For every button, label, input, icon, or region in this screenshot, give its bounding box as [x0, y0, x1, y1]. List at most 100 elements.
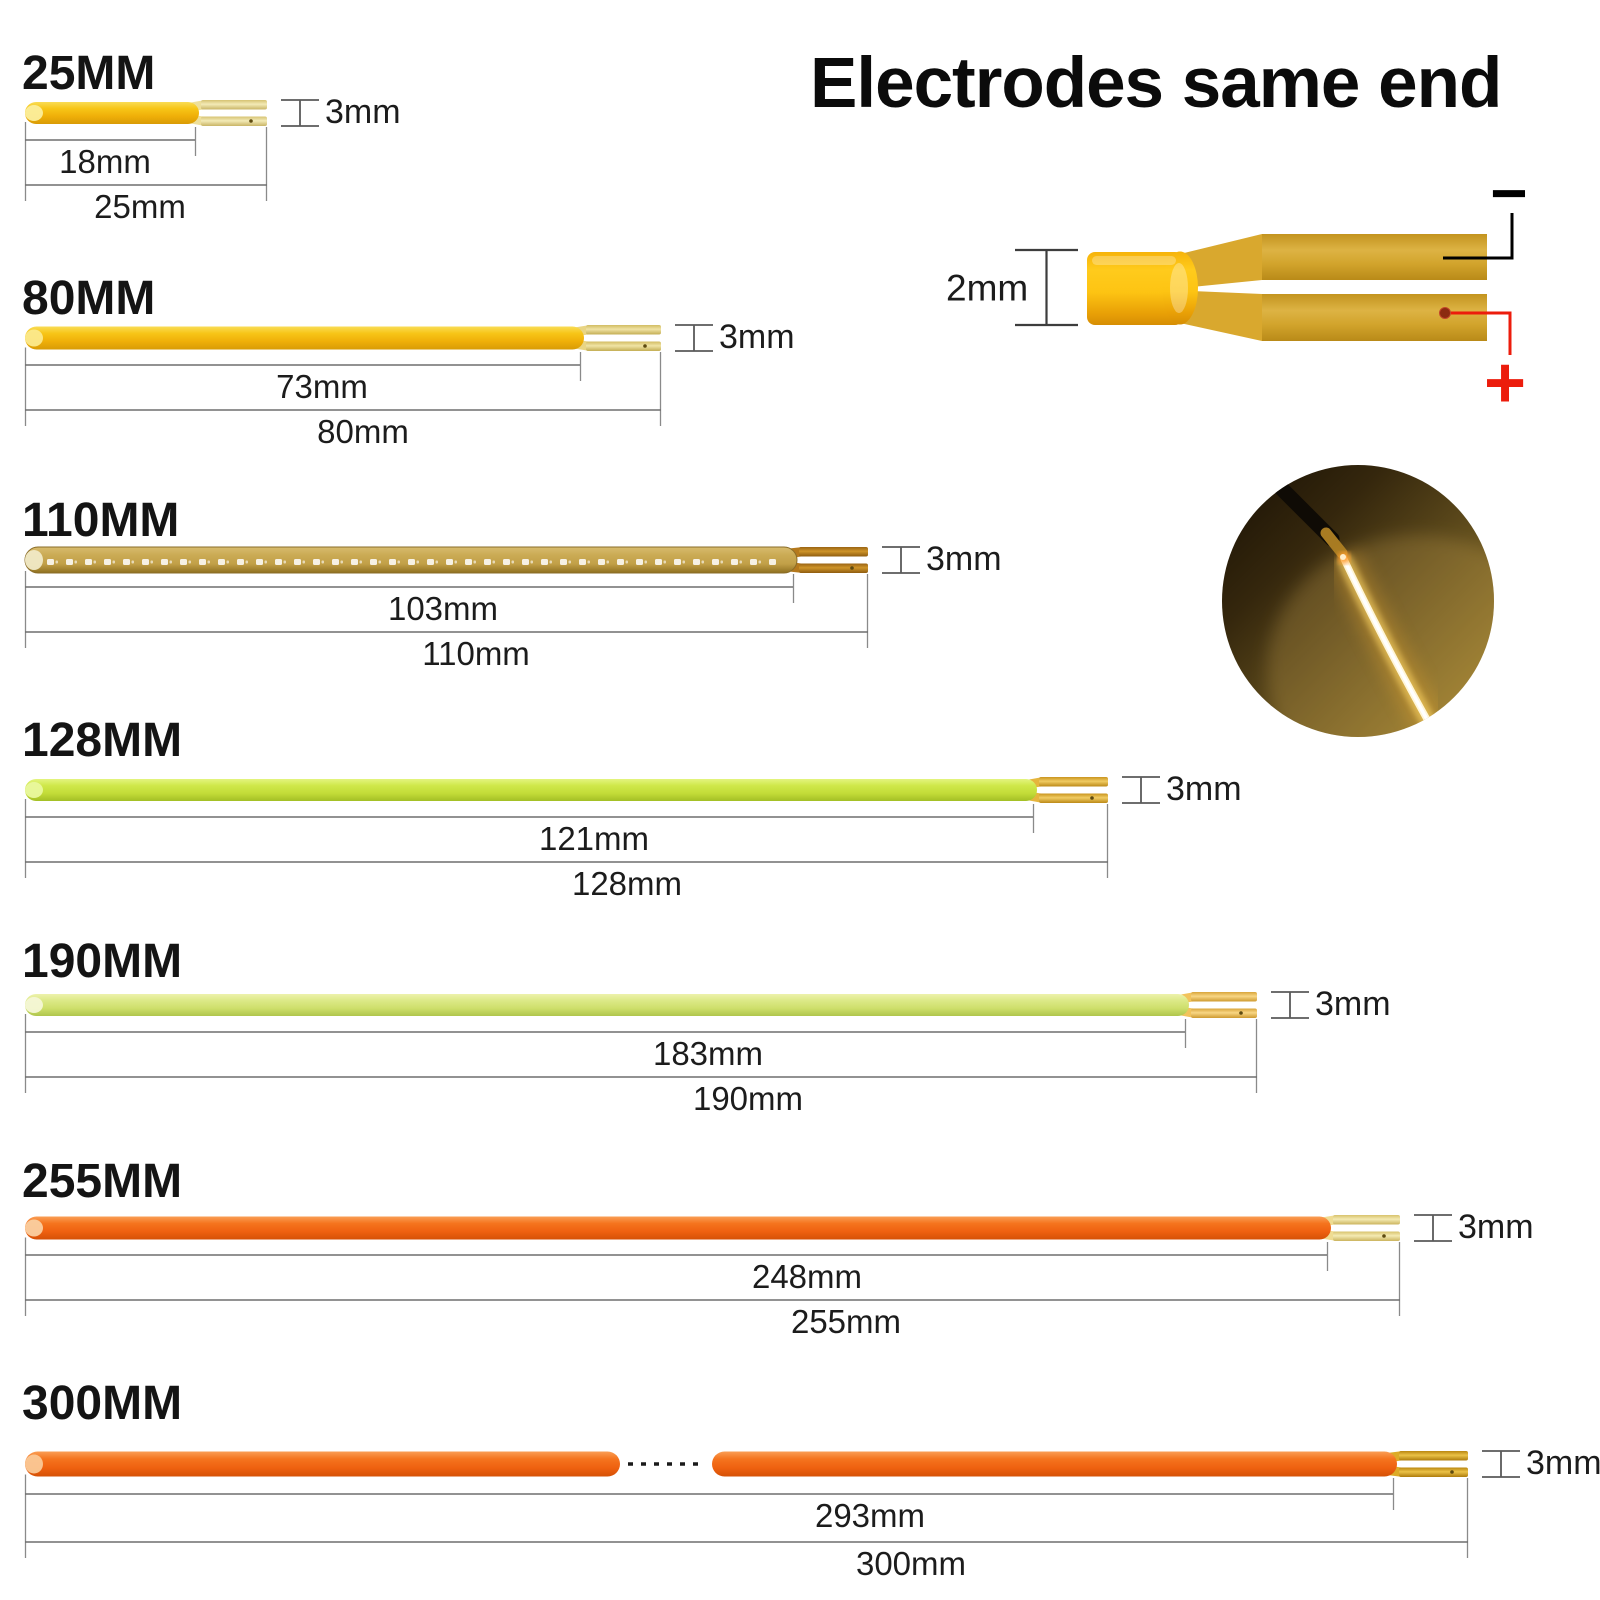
filament-photo — [1222, 465, 1494, 737]
strip-body — [25, 1451, 620, 1477]
fork-prong-bottom — [1333, 1231, 1400, 1241]
fork-slot — [572, 334, 661, 342]
fork-prong-top — [1039, 777, 1108, 787]
height-bracket — [1414, 1214, 1452, 1242]
height-bracket — [1271, 991, 1309, 1019]
fork-slot — [1319, 1224, 1400, 1232]
filament-hot-spot-core — [1340, 554, 1346, 560]
fork-prong-top — [799, 547, 868, 557]
strip-body — [25, 102, 199, 124]
total-length-label: 25mm — [94, 188, 186, 225]
filament-top-sheen — [1092, 256, 1176, 265]
height-bracket — [1482, 1450, 1520, 1478]
strip-body-2 — [712, 1451, 1397, 1477]
fork-slot — [187, 109, 267, 117]
electrode-dot — [1382, 1234, 1386, 1238]
total-length-label: 128mm — [571, 865, 683, 902]
height-bracket — [882, 546, 920, 574]
electrode-dot — [249, 119, 253, 123]
fork-prong-top — [586, 325, 661, 335]
lit-filament-core — [1341, 556, 1431, 724]
strip-svg — [24, 1214, 1452, 1316]
section-title: 128MM — [22, 714, 183, 767]
strip-tip — [25, 329, 43, 347]
strip-svg — [24, 546, 920, 648]
fork-prong-bottom — [201, 116, 267, 126]
section-title: 80MM — [22, 272, 156, 325]
height-label: 3mm — [1166, 770, 1242, 809]
fork-prong-top — [201, 100, 267, 110]
fork-prong-top — [1399, 1451, 1468, 1461]
width-bracket — [1015, 248, 1078, 327]
strip-body — [25, 1216, 1331, 1240]
fork-prong-bottom — [799, 563, 868, 573]
height-label: 3mm — [1458, 1208, 1534, 1247]
total-length-label: 300mm — [855, 1545, 967, 1582]
height-bracket — [675, 324, 713, 352]
strip-body — [25, 779, 1037, 801]
filament-length-label: 18mm — [59, 143, 151, 180]
filament-length-label: 293mm — [814, 1497, 926, 1534]
total-length-label: 110mm — [422, 635, 530, 672]
section-title: 25MM — [22, 47, 156, 100]
fork-prong-bottom — [1399, 1467, 1468, 1477]
strip-svg — [24, 776, 1160, 878]
fork-slot — [1025, 786, 1108, 794]
page-title: Electrodes same end — [810, 44, 1502, 123]
holder-ferrule — [1320, 527, 1348, 559]
filament-length-label: 73mm — [276, 368, 368, 405]
positive-lead-line — [1451, 311, 1512, 355]
strip-svg — [24, 991, 1309, 1093]
section-title: 190MM — [22, 935, 183, 988]
fork-slot — [785, 556, 868, 564]
electrode-dot — [1450, 1470, 1454, 1474]
filament-body — [1087, 252, 1183, 325]
electrode-width-label: 2mm — [946, 267, 1029, 309]
strip-tip — [25, 1454, 43, 1474]
filament-length-label: 183mm — [652, 1035, 764, 1072]
strip-tip — [25, 1219, 43, 1237]
electrode-dot — [1090, 796, 1094, 800]
positive-solder-dot — [1439, 307, 1451, 319]
fork-prong-bottom — [1191, 1008, 1257, 1018]
fork-slot — [1177, 1001, 1257, 1009]
negative-lead-line — [1443, 213, 1514, 260]
height-bracket — [1122, 776, 1160, 804]
strip-svg — [24, 324, 713, 426]
strip-svg — [24, 1450, 1520, 1558]
strip-tip — [25, 105, 43, 121]
strip-body — [25, 994, 1189, 1016]
electrode-dot — [850, 566, 854, 570]
electrode-dot — [1239, 1011, 1243, 1015]
strip-body — [25, 326, 584, 350]
section-title: 110MM — [22, 494, 180, 547]
filament-length-label: 121mm — [538, 820, 650, 857]
height-label: 3mm — [1315, 985, 1391, 1024]
filament-body-tip — [1162, 251, 1198, 325]
fork-prong-bottom — [586, 341, 661, 351]
height-label: 3mm — [926, 540, 1002, 579]
electrode-dot — [643, 344, 647, 348]
filament-tip-sheen — [1170, 263, 1188, 313]
led-chips — [42, 554, 777, 566]
height-bracket — [281, 99, 319, 127]
height-label: 3mm — [1526, 1444, 1600, 1483]
height-label: 3mm — [325, 93, 401, 132]
total-length-label: 80mm — [317, 413, 409, 450]
filament-length-label: 103mm — [387, 590, 499, 627]
strip-svg — [24, 99, 319, 201]
total-length-label: 255mm — [790, 1303, 902, 1340]
fork-prong-top — [1191, 992, 1257, 1002]
total-length-label: 190mm — [692, 1080, 804, 1117]
fork-slot — [1385, 1460, 1468, 1468]
negative-terminal-label: − — [1490, 157, 1528, 229]
section-title: 300MM — [22, 1377, 183, 1430]
